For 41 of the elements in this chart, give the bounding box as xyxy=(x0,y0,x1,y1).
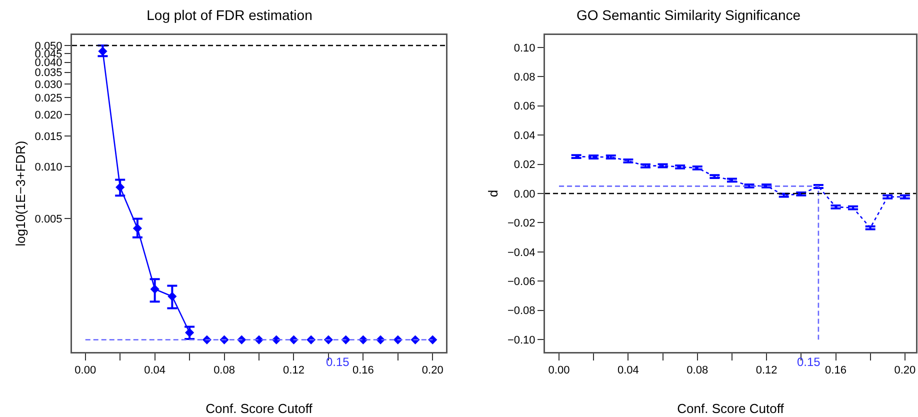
x-tick-label: 0.00 xyxy=(548,364,570,377)
line-series xyxy=(576,156,906,228)
y-tick-label: 0.010 xyxy=(34,161,62,174)
x-tick-label: 0.08 xyxy=(686,364,708,377)
y-tick-label: 0.030 xyxy=(34,78,62,91)
text: 0.15 xyxy=(326,355,350,369)
x-tick-label: 0.04 xyxy=(144,364,166,377)
text: 0.15 xyxy=(797,355,821,369)
x-tick-label: 0.20 xyxy=(894,364,916,377)
y-tick-label: 0.02 xyxy=(514,159,536,172)
y-tick-label: 0.08 xyxy=(514,71,536,84)
y-tick-label: −0.02 xyxy=(507,218,536,230)
y-tick-label: 0.04 xyxy=(514,130,536,142)
x-tick-label: 0.20 xyxy=(422,364,444,377)
y-tick-label: 0.025 xyxy=(34,92,62,104)
x-tick-label: 0.00 xyxy=(74,364,96,377)
chart-title: Log plot of FDR estimation xyxy=(146,7,312,24)
x-tick-label: 0.16 xyxy=(825,364,846,377)
x-tick-label: 0.08 xyxy=(214,364,235,377)
x-tick-label: 0.04 xyxy=(617,364,639,377)
y-tick-label: −0.06 xyxy=(507,276,536,288)
y-tick-label: −0.08 xyxy=(507,305,536,318)
x-axis-title: Conf. Score Cutoff xyxy=(206,401,313,416)
x-axis-title: Conf. Score Cutoff xyxy=(677,401,784,416)
y-tick-label: 0.020 xyxy=(34,109,62,122)
x-tick-label: 0.12 xyxy=(283,364,304,377)
x-tick-label: 0.16 xyxy=(352,364,374,377)
y-axis-title: d xyxy=(486,190,501,198)
y-axis-title: log10(1E−3+FDR) xyxy=(12,140,28,246)
y-tick-label: 0.015 xyxy=(34,130,62,143)
x-tick-label: 0.12 xyxy=(756,364,778,377)
y-tick-label: 0.005 xyxy=(34,214,62,226)
y-tick-label: 0.040 xyxy=(34,57,62,70)
y-tick-label: 0.035 xyxy=(34,67,62,80)
chart-title: GO Semantic Similarity Significance xyxy=(576,7,801,24)
y-tick-label: 0.00 xyxy=(514,188,536,200)
y-tick-label: 0.06 xyxy=(514,100,536,113)
y-tick-label: −0.04 xyxy=(507,246,536,259)
point xyxy=(132,224,142,233)
y-tick-label: −0.10 xyxy=(507,334,536,346)
y-tick-label: 0.10 xyxy=(514,42,536,54)
